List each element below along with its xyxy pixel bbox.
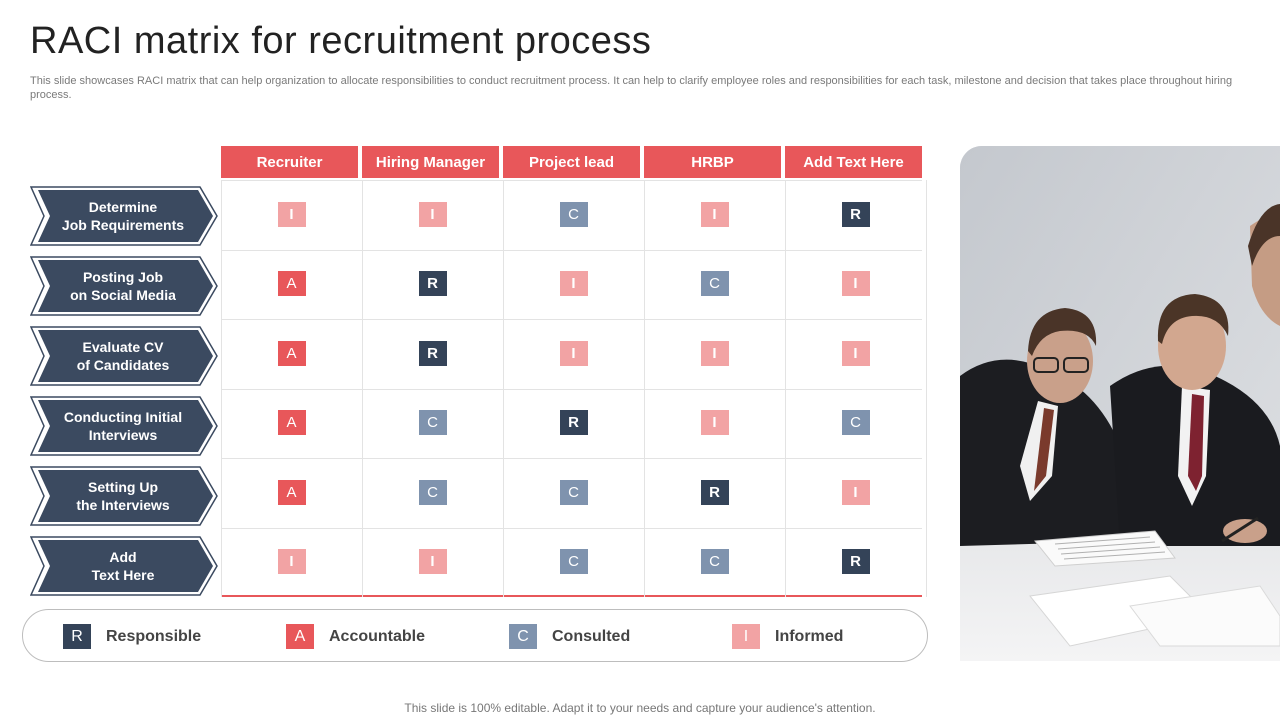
raci-cell: I (277, 201, 306, 227)
column-header: Hiring Manager (362, 146, 499, 178)
row-label: Conducting Initial Interviews (30, 396, 218, 456)
raci-cell: I (700, 201, 729, 227)
grid-hline (221, 319, 922, 320)
row-label-arrow (30, 536, 218, 596)
raci-cell: A (277, 479, 306, 505)
row-label-text: Setting Up the Interviews (76, 479, 170, 513)
raci-cell: I (841, 340, 870, 366)
raci-cell: R (418, 340, 447, 366)
raci-cell: I (559, 271, 588, 297)
legend-swatch: A (286, 624, 314, 649)
row-label-text: Posting Job on Social Media (70, 269, 176, 303)
raci-cell: C (559, 201, 588, 227)
raci-cell: A (277, 340, 306, 366)
page-title: RACI matrix for recruitment process (30, 20, 652, 62)
legend-swatch: I (732, 624, 760, 649)
raci-cell: R (700, 479, 729, 505)
row-label-arrow (30, 396, 218, 456)
raci-cell: I (700, 410, 729, 436)
legend-item: A Accountable (286, 624, 425, 649)
raci-cell: C (700, 271, 729, 297)
raci-cell: C (559, 479, 588, 505)
legend-label: Accountable (329, 627, 426, 645)
row-label-text: Determine Job Requirements (61, 199, 185, 233)
row-label: Setting Up the Interviews (30, 466, 218, 526)
column-header: Project lead (503, 146, 640, 178)
meeting-photo (960, 146, 1280, 661)
raci-cell: C (418, 410, 447, 436)
meeting-photo-illustration (960, 146, 1280, 661)
grid-hline (221, 458, 922, 459)
legend-item: I Informed (732, 624, 843, 649)
row-label: Posting Job on Social Media (30, 256, 218, 316)
raci-cell: I (700, 340, 729, 366)
column-header: HRBP (644, 146, 781, 178)
grid-hline (221, 527, 922, 529)
raci-cell: C (841, 410, 870, 436)
raci-cell: I (841, 271, 870, 297)
row-label: Add Text Here (30, 536, 218, 596)
legend-swatch: R (63, 624, 91, 649)
legend-label: Consulted (552, 627, 631, 645)
row-label-arrow (30, 256, 218, 316)
raci-cell: I (559, 340, 588, 366)
raci-cell: I (841, 479, 870, 505)
row-label-text: Evaluate CV of Candidates (76, 339, 170, 373)
raci-cell: C (559, 549, 588, 575)
raci-cell: R (418, 271, 447, 297)
raci-cell: R (841, 549, 870, 575)
legend-label: Informed (775, 627, 844, 645)
legend: R Responsible A Accountable C Consulted I Infor… (22, 609, 928, 662)
raci-cell: C (418, 479, 447, 505)
raci-grid (221, 180, 922, 597)
raci-cell: R (841, 201, 870, 227)
raci-cell: A (277, 410, 306, 436)
legend-item: C Consulted (509, 624, 630, 649)
raci-cell: C (700, 549, 729, 575)
row-label-text: Conducting Initial Interviews (63, 409, 183, 443)
row-label-arrow (30, 466, 218, 526)
raci-cell: R (559, 410, 588, 436)
page-subtitle: This slide showcases RACI matrix that ca… (30, 75, 1233, 101)
raci-cell: A (277, 271, 306, 297)
legend-swatch: C (509, 624, 537, 649)
raci-cell: I (418, 201, 447, 227)
row-label-arrow (30, 186, 218, 246)
raci-cell: I (418, 549, 447, 575)
grid-hline (221, 388, 922, 390)
legend-item: R Responsible (63, 624, 201, 649)
row-label: Determine Job Requirements (30, 186, 218, 246)
column-header: Add Text Here (785, 146, 922, 178)
row-label: Evaluate CV of Candidates (30, 326, 218, 386)
row-label-text: Add Text Here (91, 549, 155, 583)
row-label-arrow (30, 326, 218, 386)
footer-note: This slide is 100% editable. Adapt it to… (404, 701, 876, 715)
raci-cell: I (277, 549, 306, 575)
column-header: Recruiter (221, 146, 358, 178)
grid-hline (221, 180, 922, 181)
grid-hline (221, 249, 922, 251)
legend-label: Responsible (106, 627, 202, 645)
grid-vline (926, 180, 927, 597)
